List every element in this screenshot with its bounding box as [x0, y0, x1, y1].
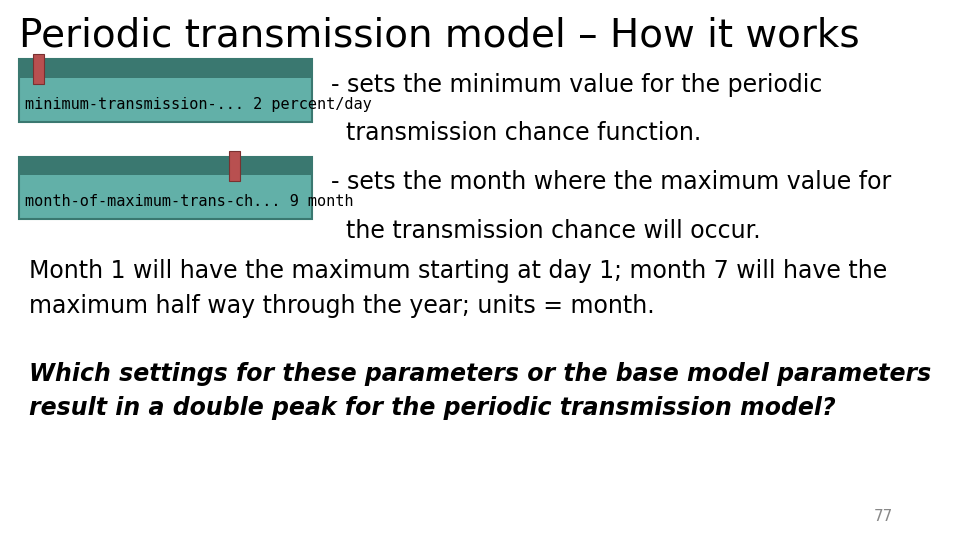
- Text: - sets the month where the maximum value for: - sets the month where the maximum value…: [331, 170, 892, 194]
- Bar: [33, 54, 44, 84]
- Text: 77: 77: [874, 509, 893, 524]
- Bar: [19, 59, 312, 78]
- Text: minimum-transmission-... 2 percent/day: minimum-transmission-... 2 percent/day: [25, 97, 372, 112]
- Text: transmission chance function.: transmission chance function.: [331, 122, 702, 145]
- Text: Month 1 will have the maximum starting at day 1; month 7 will have the
maximum h: Month 1 will have the maximum starting a…: [29, 259, 887, 318]
- Text: the transmission chance will occur.: the transmission chance will occur.: [331, 219, 761, 242]
- Text: Which settings for these parameters or the base model parameters
result in a dou: Which settings for these parameters or t…: [29, 362, 931, 420]
- Text: - sets the minimum value for the periodic: - sets the minimum value for the periodi…: [331, 73, 823, 97]
- Bar: [19, 157, 312, 175]
- Text: month-of-maximum-trans-ch... 9 month: month-of-maximum-trans-ch... 9 month: [25, 194, 353, 209]
- Bar: [19, 157, 312, 219]
- Bar: [228, 151, 240, 181]
- Bar: [19, 59, 312, 122]
- Text: Periodic transmission model – How it works: Periodic transmission model – How it wor…: [19, 16, 860, 54]
